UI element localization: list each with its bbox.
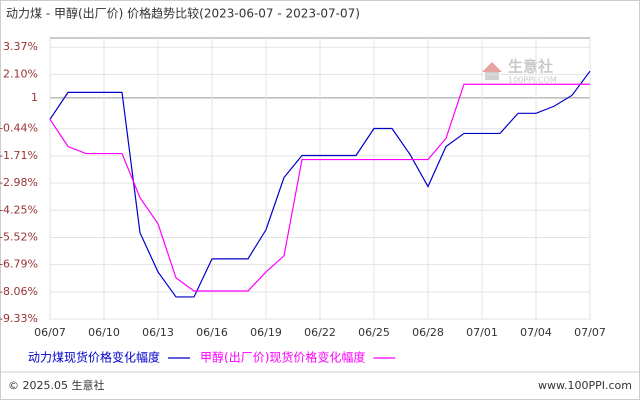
y-tick-label: 1 [31,91,38,104]
y-tick-label: -4.25% [0,203,38,216]
y-tick-label: -1.71% [0,149,38,162]
series-line [49,83,590,292]
logo [482,62,502,72]
logo [485,72,499,80]
y-tick-label: -5.52% [0,230,38,243]
x-tick-label: 06/19 [250,326,282,339]
chart-title: 动力煤 - 甲醇(出厂价) 价格趋势比较(2023-06-07 - 2023-0… [6,6,360,21]
x-tick-label: 06/25 [358,326,390,339]
x-tick-label: 07/01 [466,326,498,339]
y-tick-label: -6.79% [0,258,38,271]
x-tick-label: 06/22 [304,326,336,339]
x-tick-label: 06/16 [196,326,228,339]
x-tick-label: 06/13 [142,326,174,339]
y-tick-label: 3.37% [3,40,38,53]
series-line [49,70,591,298]
legend-label: 甲醇(出厂价)现货价格变化幅度 [200,350,365,365]
x-tick-label: 07/04 [520,326,552,339]
x-tick-label: 07/07 [574,326,606,339]
y-tick-label: -0.44% [0,122,38,135]
footer-text: © 2025.05 生意社 [8,378,104,392]
y-tick-label: 2.10% [3,67,38,80]
watermark-text: 生意社 [508,58,553,76]
x-tick-label: 06/07 [34,326,66,339]
footer-text: www.100PPI.com [538,379,632,392]
x-tick-label: 06/28 [412,326,444,339]
watermark-text: 100PPI.COM [508,76,557,85]
y-tick-label: -9.33% [0,312,38,325]
legend-label: 动力煤现货价格变化幅度 [28,350,160,365]
watermark: 生意社 100PPI.COM [482,58,557,85]
y-tick-label: -2.98% [0,176,38,189]
x-tick-label: 06/10 [88,326,120,339]
y-tick-label: -8.06% [0,285,38,298]
